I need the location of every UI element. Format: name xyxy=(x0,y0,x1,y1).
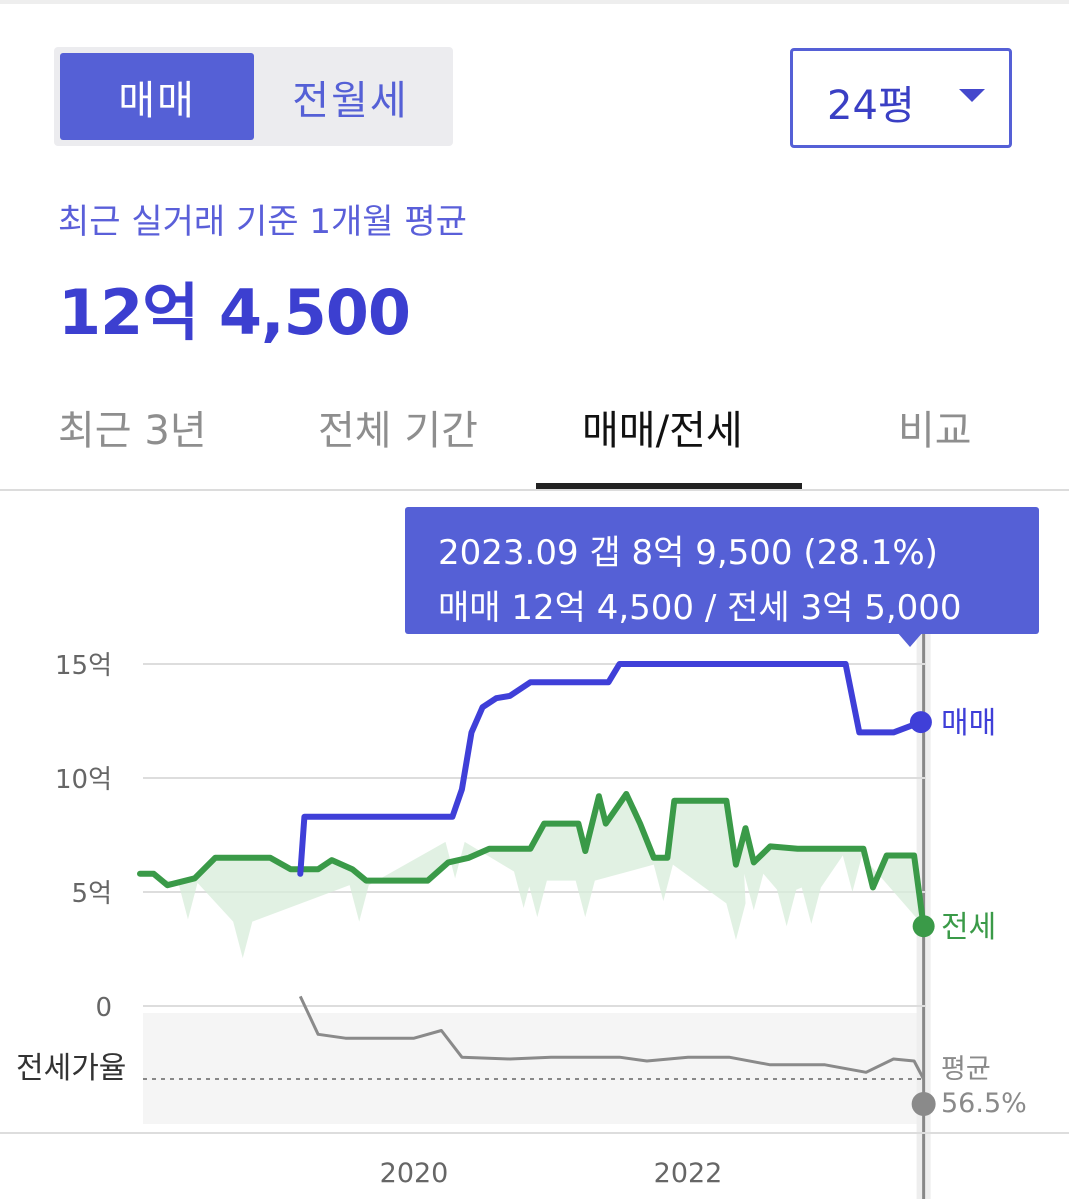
chart-tooltip: 2023.09 갭 8억 9,500 (28.1%) 매매 12억 4,500 … xyxy=(405,507,1039,634)
sale-series-label: 매매 xyxy=(941,706,996,741)
ratio-line xyxy=(298,995,925,1080)
ratio-average-value: 56.5% xyxy=(941,1088,1027,1119)
sale-line xyxy=(297,661,924,877)
ratio-panel-label: 전세가율 xyxy=(16,1051,126,1086)
active-tab-indicator xyxy=(536,483,802,489)
y-tick-label: 5억 xyxy=(72,879,112,909)
deal-type-toggle: 매매 전월세 xyxy=(54,47,453,146)
tabs-divider xyxy=(0,489,1069,491)
tab-all-period[interactable]: 전체 기간 xyxy=(318,408,478,454)
caret-down-icon xyxy=(959,89,985,102)
sale-end-marker xyxy=(909,711,932,734)
size-dropdown[interactable]: 24평 xyxy=(790,48,1012,148)
tooltip-gap-line: 2023.09 갭 8억 9,500 (28.1%) xyxy=(438,533,938,573)
rent-toggle-button[interactable]: 전월세 xyxy=(292,77,409,124)
x-tick-label: 2022 xyxy=(654,1158,723,1189)
ratio-average-label: 평균 xyxy=(941,1054,991,1085)
summary-price: 12억 4,500 xyxy=(58,276,411,349)
ratio-panel-bg xyxy=(143,1013,926,1124)
summary-label: 최근 실거래 기준 1개월 평균 xyxy=(58,202,467,242)
jeonse-line xyxy=(137,791,927,930)
jeonse-end-marker xyxy=(912,915,935,938)
tab-recent-3y[interactable]: 최근 3년 xyxy=(58,408,207,454)
y-tick-label: 15억 xyxy=(55,651,112,681)
size-dropdown-value: 24평 xyxy=(827,83,915,129)
jeonse-area xyxy=(140,793,924,959)
tab-compare[interactable]: 비교 xyxy=(898,408,972,454)
jeonse-series-label: 전세 xyxy=(941,910,996,945)
tooltip-arrow xyxy=(897,632,923,647)
x-tick-label: 2020 xyxy=(380,1158,449,1189)
tab-sale-jeonse[interactable]: 매매/전세 xyxy=(582,408,743,454)
y-tick-label: 10억 xyxy=(55,765,112,795)
top-divider xyxy=(0,0,1069,4)
tooltip-price-line: 매매 12억 4,500 / 전세 3억 5,000 xyxy=(438,588,962,628)
sale-toggle-button[interactable]: 매매 xyxy=(60,53,254,140)
ratio-end-marker xyxy=(911,1092,936,1116)
y-tick-label: 0 xyxy=(95,993,112,1023)
